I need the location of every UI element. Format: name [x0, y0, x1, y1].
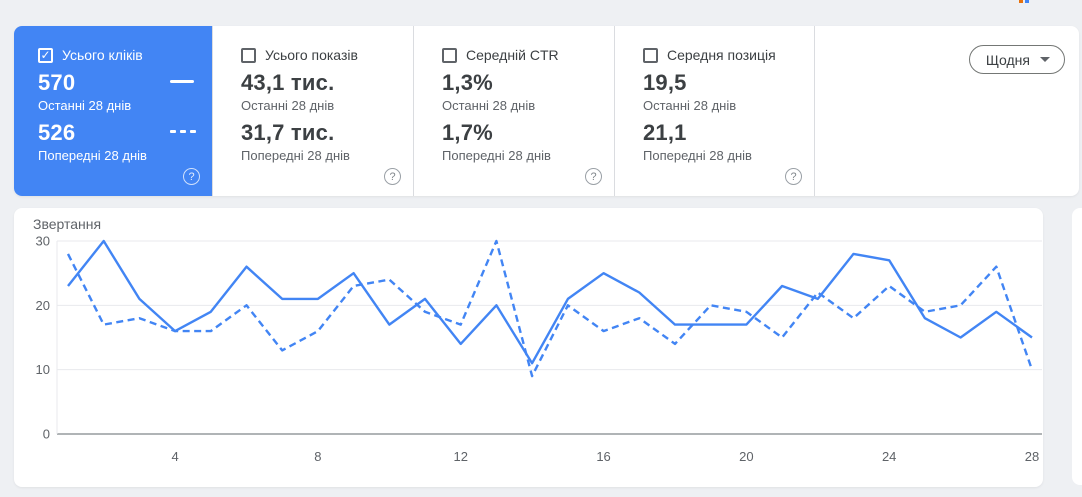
help-icon[interactable]: ? [585, 168, 602, 185]
solid-line-legend-icon [170, 80, 194, 83]
chart-title: Звертання [33, 216, 102, 232]
metric-caption-current: Останні 28 днів [241, 98, 335, 113]
checkbox-unchecked-icon[interactable] [442, 47, 457, 63]
metric-value-current: 570 [38, 70, 76, 95]
checkbox-unchecked-icon[interactable] [241, 47, 256, 63]
metric-caption-previous: Попередні 28 днів [241, 148, 350, 163]
metric-card-average-ctr[interactable]: Середній CTR 1,3% Останні 28 днів 1,7% П… [413, 26, 614, 196]
metric-card-total-clicks[interactable]: ✓ Усього кліків 570 Останні 28 днів 526 … [14, 26, 212, 196]
svg-text:4: 4 [171, 449, 178, 464]
svg-text:0: 0 [43, 427, 50, 442]
metrics-band-spacer: Щодня [815, 26, 1079, 196]
metric-card-total-impressions[interactable]: Усього показів 43,1 тис. Останні 28 днів… [212, 26, 413, 196]
metric-label: Середній CTR [466, 47, 559, 63]
metric-value-current: 19,5 [643, 70, 687, 95]
traffic-line-chart: 0 10 20 30 4 8 12 16 20 24 28 [36, 234, 1042, 464]
checkbox-unchecked-icon[interactable] [643, 47, 658, 63]
performance-chart-card: Звертання 0 10 20 30 4 8 12 16 20 24 28 [14, 208, 1043, 487]
svg-text:10: 10 [36, 362, 50, 377]
help-icon[interactable]: ? [384, 168, 401, 185]
svg-text:16: 16 [596, 449, 610, 464]
metrics-band: ✓ Усього кліків 570 Останні 28 днів 526 … [14, 26, 1079, 196]
metric-label: Середня позиція [667, 47, 776, 63]
metric-card-average-position[interactable]: Середня позиція 19,5 Останні 28 днів 21,… [614, 26, 815, 196]
metric-caption-current: Останні 28 днів [38, 98, 132, 113]
help-icon[interactable]: ? [785, 168, 802, 185]
metric-label: Усього показів [265, 47, 358, 63]
granularity-label: Щодня [985, 51, 1030, 68]
metric-value-previous: 31,7 тис. [241, 120, 335, 145]
metric-value-current: 1,3% [442, 70, 493, 95]
metric-caption-previous: Попередні 28 днів [643, 148, 752, 163]
granularity-dropdown-button[interactable]: Щодня [968, 45, 1065, 74]
metric-value-previous: 1,7% [442, 120, 493, 145]
metric-caption-previous: Попередні 28 днів [38, 148, 147, 163]
metric-caption-current: Останні 28 днів [442, 98, 536, 113]
chevron-down-icon [1040, 57, 1050, 62]
dashed-line-legend-icon [170, 130, 196, 133]
cutoff-panel-fragment [1072, 208, 1082, 485]
cutoff-header-fragment [1025, 0, 1029, 3]
svg-text:20: 20 [739, 449, 753, 464]
metric-caption-previous: Попередні 28 днів [442, 148, 551, 163]
metric-caption-current: Останні 28 днів [643, 98, 737, 113]
svg-text:20: 20 [36, 298, 50, 313]
help-icon[interactable]: ? [183, 168, 200, 185]
svg-text:8: 8 [314, 449, 321, 464]
svg-text:28: 28 [1025, 449, 1039, 464]
metric-label: Усього кліків [62, 47, 143, 63]
metric-value-previous: 526 [38, 120, 76, 145]
svg-text:24: 24 [882, 449, 896, 464]
svg-text:12: 12 [454, 449, 468, 464]
metric-value-previous: 21,1 [643, 120, 687, 145]
metric-value-current: 43,1 тис. [241, 70, 335, 95]
cutoff-header-fragment [1019, 0, 1023, 3]
checkbox-checked-icon[interactable]: ✓ [38, 47, 53, 63]
svg-text:30: 30 [36, 234, 50, 249]
